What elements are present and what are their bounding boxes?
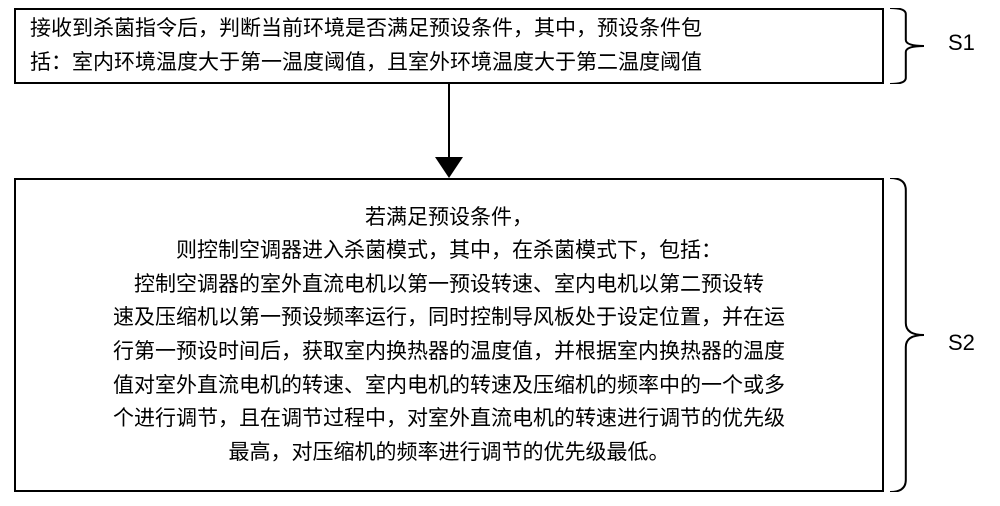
- arrowhead-icon: [435, 157, 463, 178]
- step-label-s2: S2: [948, 330, 975, 356]
- flow-node-s2-line: 控制空调器的室外直流电机以第一预设转速、室内电机以第二预设转: [30, 268, 868, 302]
- flow-node-s2-line: 速及压缩机以第一预设频率运行，同时控制导风板处于设定位置，并在运: [30, 301, 868, 335]
- edge-s1-s2: [448, 84, 450, 164]
- brace-icon: [886, 178, 930, 492]
- flow-node-s2-line: 行第一预设时间后，获取室内换热器的温度值，并根据室内换热器的温度: [30, 335, 868, 369]
- flow-node-s1-line: 括：室内环境温度大于第一温度阈值，且室外环境温度大于第二温度阈值: [30, 46, 868, 80]
- flow-node-s2-line: 个进行调节，且在调节过程中，对室外直流电机的转速进行调节的优先级: [30, 402, 868, 436]
- flow-node-s1: 接收到杀菌指令后，判断当前环境是否满足预设条件，其中，预设条件包括：室内环境温度…: [14, 8, 884, 84]
- flow-node-s2-line: 值对室外直流电机的转速、室内电机的转速及压缩机的频率中的一个或多: [30, 369, 868, 403]
- step-label-s1: S1: [948, 30, 975, 56]
- flow-node-s1-line: 接收到杀菌指令后，判断当前环境是否满足预设条件，其中，预设条件包: [30, 12, 868, 46]
- brace-icon: [886, 8, 930, 84]
- flow-node-s2: 若满足预设条件，则控制空调器进入杀菌模式，其中，在杀菌模式下，包括：控制空调器的…: [14, 178, 884, 492]
- flow-node-s2-line: 若满足预设条件，: [30, 201, 868, 235]
- flow-node-s2-line: 最高，对压缩机的频率进行调节的优先级最低。: [30, 436, 868, 470]
- flow-node-s2-line: 则控制空调器进入杀菌模式，其中，在杀菌模式下，包括：: [30, 234, 868, 268]
